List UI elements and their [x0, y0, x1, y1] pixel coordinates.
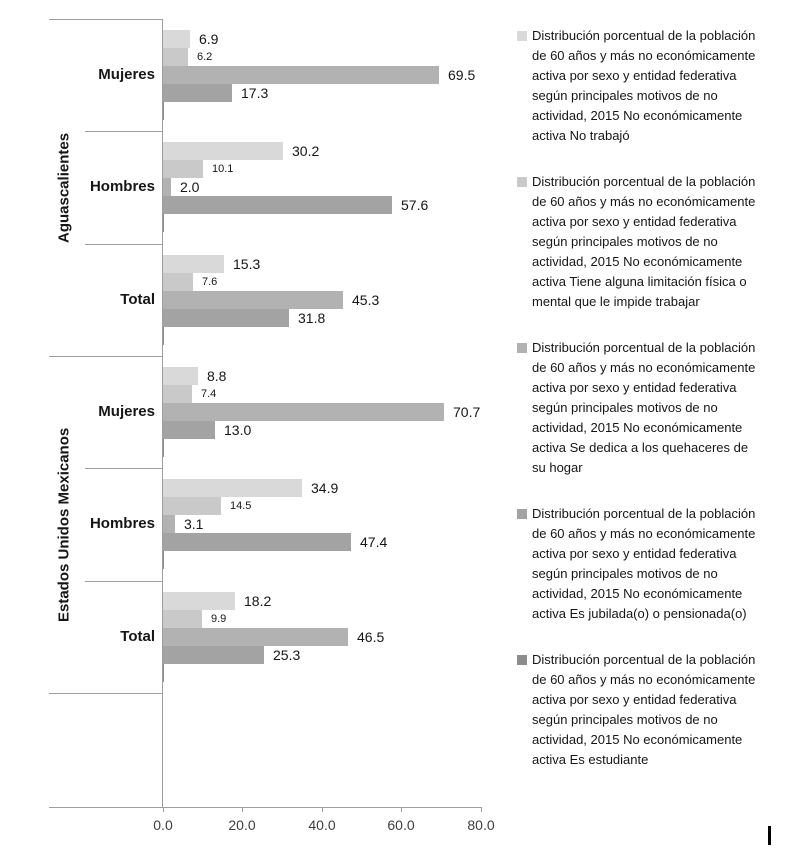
value-label-limitacion-eum-mujeres: 7.4: [201, 388, 217, 400]
value-label-limitacion-eum-total: 9.9: [211, 613, 227, 625]
value-label-quehaceres-ags-total: 45.3: [352, 292, 380, 308]
legend-label-no-trabajo: Distribución porcentual de la población …: [532, 28, 756, 143]
legend-label-estudiante: Distribución porcentual de la población …: [532, 652, 756, 767]
axis-tick: [163, 807, 164, 812]
legend-entry-limitacion: Distribución porcentual de la población …: [517, 172, 757, 312]
legend-entry-estudiante: Distribución porcentual de la población …: [517, 650, 757, 770]
axis-tick-label: 20.0: [228, 817, 256, 833]
value-label-no-trabajo-ags-mujeres: 6.9: [199, 31, 219, 47]
axis-tick: [242, 807, 243, 812]
category-separator-line: [85, 244, 162, 245]
bar-no-trabajo-ags-total: [163, 255, 224, 273]
bar-jubilado-eum-hombres: [163, 533, 351, 551]
category-label-eum-total: Total: [120, 628, 155, 645]
value-label-jubilado-ags-mujeres: 17.3: [241, 85, 269, 101]
category-label-ags-hombres: Hombres: [89, 178, 155, 195]
bar-limitacion-eum-total: [163, 610, 202, 628]
bar-no-trabajo-eum-mujeres: [163, 367, 198, 385]
bar-estudiante-eum-mujeres: [163, 439, 164, 457]
category-separator-line: [85, 581, 162, 582]
bar-limitacion-ags-hombres: [163, 160, 203, 178]
bar-jubilado-eum-mujeres: [163, 421, 215, 439]
bar-jubilado-ags-hombres: [163, 196, 392, 214]
legend-label-quehaceres: Distribución porcentual de la población …: [532, 340, 756, 475]
bar-no-trabajo-ags-hombres: [163, 142, 283, 160]
axis-tick-label: 60.0: [387, 817, 415, 833]
bar-no-trabajo-ags-mujeres: [163, 30, 190, 48]
category-label-eum-mujeres: Mujeres: [98, 403, 155, 420]
bar-estudiante-ags-total: [163, 327, 164, 345]
legend-label-jubilado: Distribución porcentual de la población …: [532, 506, 756, 621]
entity-boundary-line: [49, 693, 162, 694]
bar-quehaceres-eum-mujeres: [163, 403, 444, 421]
category-separator-line: [85, 131, 162, 132]
value-label-no-trabajo-ags-total: 15.3: [233, 256, 261, 272]
value-label-no-trabajo-eum-mujeres: 8.8: [207, 368, 227, 384]
bar-quehaceres-ags-mujeres: [163, 66, 439, 84]
value-label-jubilado-eum-total: 25.3: [273, 647, 301, 663]
category-label-ags-mujeres: Mujeres: [98, 66, 155, 83]
entity-boundary-line: [49, 19, 162, 20]
bar-limitacion-ags-mujeres: [163, 48, 188, 66]
category-axis-line: [162, 19, 163, 807]
value-label-limitacion-ags-hombres: 10.1: [212, 163, 234, 175]
value-label-no-trabajo-eum-hombres: 34.9: [311, 480, 339, 496]
bar-quehaceres-ags-total: [163, 291, 343, 309]
legend-swatch-quehaceres-icon: [517, 342, 527, 353]
value-label-jubilado-eum-mujeres: 13.0: [224, 422, 252, 438]
axis-tick: [322, 807, 323, 812]
value-label-jubilado-ags-hombres: 57.6: [401, 197, 429, 213]
value-label-quehaceres-ags-hombres: 2.0: [180, 179, 200, 195]
value-label-no-trabajo-ags-hombres: 30.2: [292, 143, 320, 159]
legend-swatch-limitacion-icon: [517, 176, 527, 187]
category-label-eum-hombres: Hombres: [89, 515, 155, 532]
bar-jubilado-ags-mujeres: [163, 84, 232, 102]
value-label-no-trabajo-eum-total: 18.2: [244, 593, 272, 609]
legend-swatch-no-trabajo-icon: [517, 30, 527, 41]
entity-label-estados-unidos-mexicanos: Estados Unidos Mexicanos: [55, 427, 73, 622]
bar-jubilado-eum-total: [163, 646, 264, 664]
bar-limitacion-eum-hombres: [163, 497, 221, 515]
bar-limitacion-eum-mujeres: [163, 385, 192, 403]
legend-swatch-jubilado-icon: [517, 508, 527, 519]
value-label-limitacion-ags-total: 7.6: [202, 276, 218, 288]
value-label-quehaceres-eum-total: 46.5: [357, 629, 385, 645]
legend-entry-jubilado: Distribución porcentual de la población …: [517, 504, 757, 624]
bar-jubilado-ags-total: [163, 309, 289, 327]
value-axis-line: [49, 807, 482, 808]
value-label-quehaceres-eum-mujeres: 70.7: [453, 404, 481, 420]
legend-label-limitacion: Distribución porcentual de la población …: [532, 174, 756, 309]
value-label-jubilado-eum-hombres: 47.4: [360, 534, 388, 550]
bar-estudiante-ags-mujeres: [163, 102, 164, 120]
bar-quehaceres-ags-hombres: [163, 178, 171, 196]
entity-label-aguascalientes: Aguascalientes: [55, 132, 73, 243]
axis-tick-label: 40.0: [308, 817, 336, 833]
legend-entry-quehaceres: Distribución porcentual de la población …: [517, 338, 757, 478]
value-label-quehaceres-ags-mujeres: 69.5: [448, 67, 476, 83]
category-separator-line: [85, 468, 162, 469]
bar-no-trabajo-eum-hombres: [163, 479, 302, 497]
legend-swatch-estudiante-icon: [517, 654, 527, 665]
bar-limitacion-ags-total: [163, 273, 193, 291]
value-label-quehaceres-eum-hombres: 3.1: [184, 516, 204, 532]
axis-tick-label: 0.0: [153, 817, 173, 833]
legend-entry-no-trabajo: Distribución porcentual de la población …: [517, 26, 757, 146]
bar-quehaceres-eum-hombres: [163, 515, 175, 533]
bar-no-trabajo-eum-total: [163, 592, 235, 610]
value-label-limitacion-ags-mujeres: 6.2: [197, 51, 213, 63]
value-label-jubilado-ags-total: 31.8: [298, 310, 326, 326]
bar-estudiante-eum-hombres: [163, 551, 164, 569]
bar-estudiante-ags-hombres: [163, 214, 164, 232]
entity-boundary-line: [49, 356, 162, 357]
axis-tick-label: 80.0: [467, 817, 495, 833]
axis-tick: [481, 807, 482, 812]
bar-estudiante-eum-total: [163, 664, 164, 682]
caret-mark: [768, 826, 771, 845]
category-label-ags-total: Total: [120, 291, 155, 308]
chart-legend: Distribución porcentual de la población …: [517, 26, 757, 770]
bar-quehaceres-eum-total: [163, 628, 348, 646]
value-label-limitacion-eum-hombres: 14.5: [230, 500, 252, 512]
axis-tick: [401, 807, 402, 812]
